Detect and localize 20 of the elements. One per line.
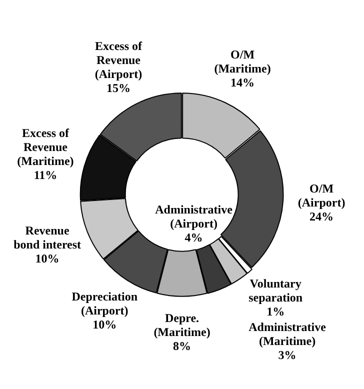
slice-label: Depreciation (Airport) <box>72 290 138 318</box>
slice-label: Voluntary separation <box>248 276 303 304</box>
slice-label: Excess of Revenue (Maritime) <box>17 126 74 168</box>
data-label: 10% <box>92 318 117 332</box>
data-label: 24% <box>310 209 334 224</box>
data-label: 8% <box>173 339 191 354</box>
slice-label: Revenue bond interest <box>14 224 82 252</box>
slice-label: Depre. (Maritime) <box>154 311 210 340</box>
data-label: 11% <box>34 168 58 182</box>
data-label: 15% <box>106 81 131 96</box>
data-label: 1% <box>266 304 285 318</box>
slice-label: O/M (Maritime) <box>214 47 271 76</box>
slice-label: O/M (Airport) <box>298 181 346 210</box>
slice-label: Excess of Revenue (Airport) <box>94 39 144 82</box>
slice-label: Administrative (Maritime) <box>248 320 327 348</box>
slice-label: Administrative (Airport) <box>155 202 234 230</box>
data-label: 14% <box>230 75 255 90</box>
data-label: 10% <box>35 252 60 266</box>
data-label: 3% <box>278 348 296 362</box>
data-label: 4% <box>184 230 203 244</box>
